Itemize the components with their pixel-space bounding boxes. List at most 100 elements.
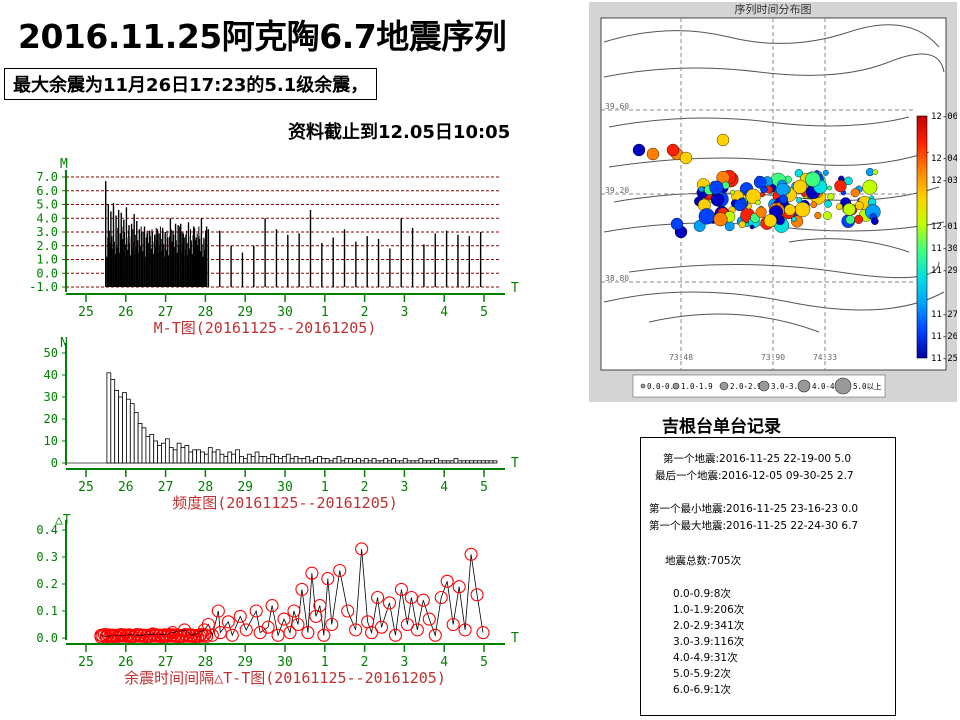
x-tick-label: 28	[198, 655, 214, 670]
y-tick-label: 0.0	[36, 631, 58, 645]
x-tick-label: 5	[480, 655, 488, 670]
lat-label: 38.80	[605, 274, 629, 283]
interval-point	[158, 628, 172, 642]
interval-point	[325, 617, 339, 632]
frequency-bar	[453, 458, 459, 464]
frequency-bar	[328, 460, 334, 464]
y-tick-label: 10	[44, 434, 58, 448]
y-axis-label: △T	[55, 513, 71, 528]
frequency-bar	[488, 460, 494, 464]
interval-point	[305, 566, 319, 580]
x-tick-label: 2	[361, 480, 369, 495]
epicenter	[814, 211, 822, 220]
frequency-bar	[196, 449, 201, 464]
x-tick-label: 25	[78, 480, 94, 495]
frequency-bar	[348, 458, 354, 464]
legend-symbol	[834, 377, 852, 395]
epicenter	[836, 203, 843, 211]
frequency-bar	[270, 453, 276, 464]
frequency-bar	[161, 442, 166, 464]
frequency-bar	[340, 460, 346, 464]
x-tick-label: 3	[400, 655, 408, 670]
station-total: 地震总数:705次	[665, 555, 742, 567]
x-tick-label: 3	[400, 305, 408, 320]
frequency-bar	[321, 458, 326, 464]
interval-point	[277, 612, 291, 626]
interval-point	[211, 604, 225, 618]
epicenter	[741, 198, 747, 204]
epicenter	[834, 179, 847, 193]
frequency-bar	[375, 460, 381, 464]
interval-point	[185, 628, 200, 642]
y-tick-label: 3.0	[36, 225, 58, 239]
epicenter	[670, 217, 684, 231]
epicenter	[862, 179, 878, 195]
epicenter	[794, 201, 811, 218]
colorbar-tick-label: 12-03	[931, 176, 957, 186]
interval-point	[261, 620, 275, 634]
station-line: 1.0-1.9:206次	[673, 604, 745, 616]
frequency-bar	[141, 427, 147, 464]
interval-point	[265, 599, 279, 613]
frequency-bar	[309, 460, 315, 464]
legend-label: 5.0以上	[853, 382, 882, 391]
epicenter	[775, 182, 790, 197]
epicenter	[784, 204, 796, 216]
epicenter	[763, 214, 777, 228]
frequency-bar	[379, 460, 385, 464]
interval-point	[476, 626, 490, 640]
x-tick-label: 2	[361, 305, 369, 320]
y-tick-label: 5.0	[36, 198, 58, 212]
interval-point	[205, 628, 219, 642]
frequency-bar	[465, 460, 471, 464]
epicenter	[850, 188, 860, 198]
frequency-bar	[137, 423, 143, 464]
x-tick-label: 27	[158, 480, 174, 495]
colorbar-tick-label: 11-30	[931, 244, 957, 254]
frequency-bar	[324, 458, 330, 464]
frequency-bar	[211, 451, 217, 464]
interval-point	[283, 626, 297, 640]
station-line: 0.0-0.9:8次	[673, 588, 731, 600]
colorbar-tick-label: 11-29	[931, 266, 957, 276]
epicenter	[666, 143, 680, 157]
frequency-bar	[133, 412, 139, 464]
epicenter	[679, 151, 693, 165]
frequency-bar	[223, 456, 229, 464]
interval-point	[464, 547, 478, 561]
x-tick-label: 27	[158, 305, 174, 320]
frequency-bar	[246, 453, 252, 464]
colorbar-tick-label: 12-01	[931, 222, 957, 232]
frequency-bar	[153, 440, 159, 464]
y-tick-label: 0.2	[36, 577, 58, 591]
interval-point	[400, 617, 414, 632]
frequency-bar	[219, 453, 225, 464]
legend-label: 4.0-4.9	[812, 382, 844, 391]
interval-point	[470, 588, 484, 602]
frequency-bar	[426, 460, 432, 464]
interval-point	[434, 590, 448, 605]
frequency-bar	[336, 456, 342, 464]
legend-symbol	[758, 380, 770, 392]
subtitle-box: 最大余震为11月26日17:23的5.1级余震，	[4, 68, 378, 100]
x-tick-label: 4	[440, 655, 448, 670]
frequency-bar	[204, 453, 209, 464]
y-tick-label: 0.4	[36, 523, 58, 537]
frequency-bar	[266, 458, 272, 464]
frequency-bar	[192, 449, 198, 464]
colorbar	[916, 115, 928, 359]
frequency-bar	[215, 449, 221, 464]
frequency-bar	[157, 445, 162, 464]
x-tick-label: 25	[78, 655, 94, 670]
interval-point	[194, 627, 208, 642]
frequency-bar	[422, 460, 428, 464]
epicenter	[749, 224, 755, 230]
legend-symbol	[640, 383, 646, 389]
interval-point	[355, 542, 369, 556]
epicenter	[843, 203, 856, 216]
frequency-bar	[438, 460, 443, 464]
y-tick-label: 7.0	[36, 170, 58, 184]
epicenter	[854, 201, 864, 210]
frequency-bar	[172, 449, 178, 464]
interval-point	[249, 604, 263, 618]
